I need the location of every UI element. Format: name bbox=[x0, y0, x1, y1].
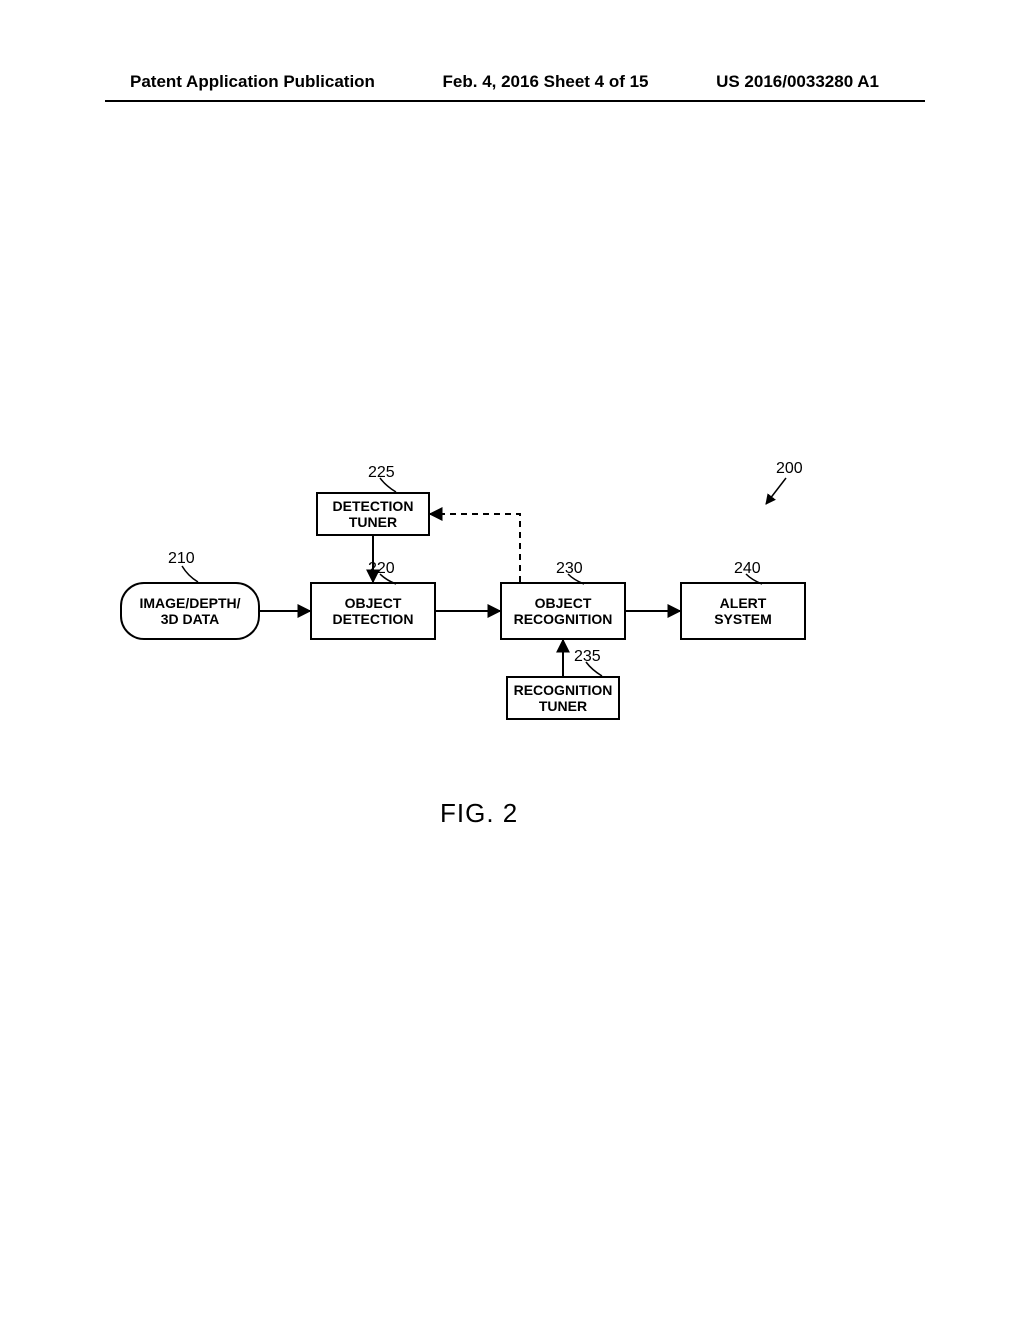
node-label: IMAGE/DEPTH/3D DATA bbox=[139, 595, 240, 627]
node-recognition-tuner: RECOGNITIONTUNER bbox=[506, 676, 620, 720]
figure-label: FIG. 2 bbox=[440, 798, 518, 829]
page-header: Patent Application Publication Feb. 4, 2… bbox=[0, 72, 1024, 92]
node-label: DETECTIONTUNER bbox=[333, 498, 414, 530]
node-alert-system: ALERTSYSTEM bbox=[680, 582, 806, 640]
ref-230: 230 bbox=[556, 560, 583, 578]
ref-225: 225 bbox=[368, 464, 395, 482]
node-object-recognition: OBJECTRECOGNITION bbox=[500, 582, 626, 640]
node-detection-tuner: DETECTIONTUNER bbox=[316, 492, 430, 536]
node-label: OBJECTDETECTION bbox=[333, 595, 414, 627]
header-left: Patent Application Publication bbox=[130, 72, 375, 92]
ref-235: 235 bbox=[574, 648, 601, 666]
node-label: ALERTSYSTEM bbox=[714, 595, 772, 627]
header-center: Feb. 4, 2016 Sheet 4 of 15 bbox=[443, 72, 649, 92]
header-rule bbox=[105, 100, 925, 102]
figure-2-diagram: IMAGE/DEPTH/3D DATA OBJECTDETECTION DETE… bbox=[120, 460, 910, 800]
node-label: OBJECTRECOGNITION bbox=[514, 595, 613, 627]
node-image-depth-3d-data: IMAGE/DEPTH/3D DATA bbox=[120, 582, 260, 640]
ref-220: 220 bbox=[368, 560, 395, 578]
ref-200: 200 bbox=[776, 460, 803, 478]
ref-210: 210 bbox=[168, 550, 195, 568]
node-object-detection: OBJECTDETECTION bbox=[310, 582, 436, 640]
ref-240: 240 bbox=[734, 560, 761, 578]
node-label: RECOGNITIONTUNER bbox=[514, 682, 613, 714]
header-right: US 2016/0033280 A1 bbox=[716, 72, 879, 92]
